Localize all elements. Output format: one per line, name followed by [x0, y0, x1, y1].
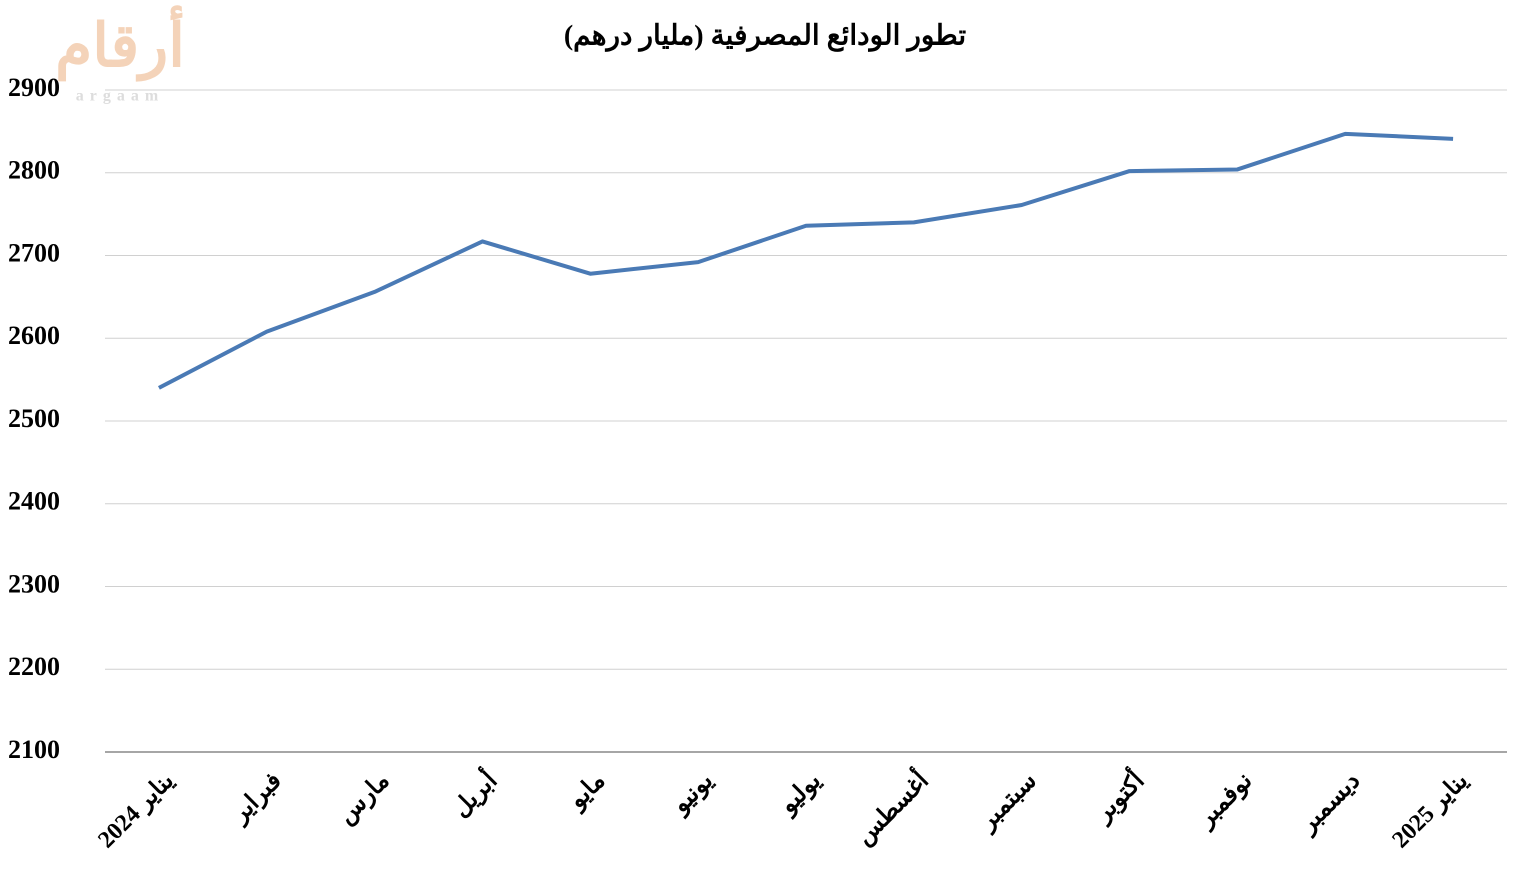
- x-tick-label: يونيو: [666, 768, 719, 821]
- y-tick-label: 2400: [8, 487, 60, 516]
- x-tick-label: يوليو: [774, 768, 827, 821]
- x-tick-label: أكتوبر: [1085, 764, 1151, 830]
- x-tick-label: مايو: [563, 768, 611, 816]
- line: [157, 131, 1454, 390]
- y-tick-label: 2600: [8, 321, 60, 350]
- x-tick-label: ديسمبر: [1294, 768, 1366, 840]
- x-tick-label: يناير 2025: [1388, 768, 1475, 855]
- x-tick-label: سبتمبر: [973, 768, 1042, 837]
- x-tick-label: نوفمبر: [1192, 768, 1258, 834]
- y-tick-label: 2200: [8, 652, 60, 681]
- x-tick-label: أبريل: [444, 764, 504, 824]
- x-tick-label: يناير 2024: [93, 768, 180, 855]
- y-tick-label: 2800: [8, 156, 60, 185]
- watermark: أرقام: [55, 5, 185, 82]
- chart-title: تطور الودائع المصرفية (مليار درهم): [564, 20, 967, 52]
- x-tick-label: مارس: [333, 768, 395, 830]
- watermark-sub: argaam: [76, 88, 164, 105]
- x-tick-label: أغسطس: [847, 764, 935, 852]
- y-tick-label: 2900: [8, 73, 60, 102]
- y-tick-label: 2500: [8, 404, 60, 433]
- y-tick-label: 2300: [8, 569, 60, 598]
- y-tick-label: 2700: [8, 238, 60, 267]
- y-tick-label: 2100: [8, 735, 60, 764]
- x-tick-label: فبراير: [226, 768, 288, 830]
